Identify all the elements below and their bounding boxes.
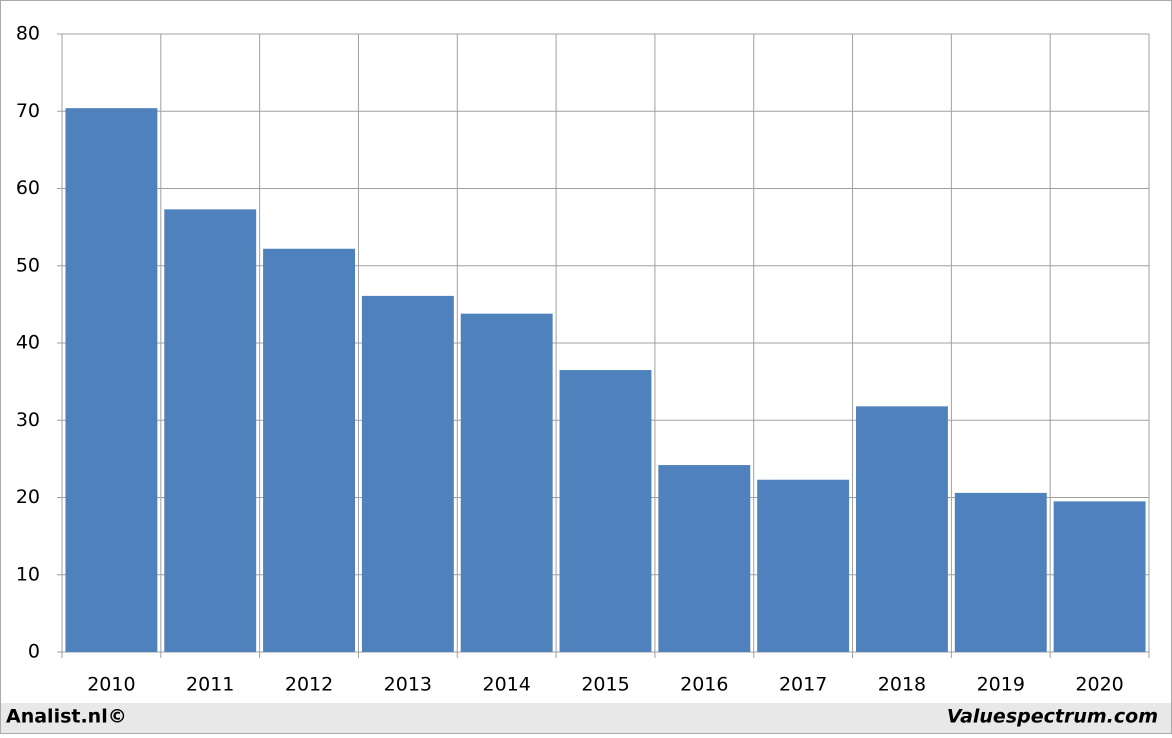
bar (1053, 501, 1146, 652)
x-tick-label: 2020 (1075, 674, 1123, 696)
x-tick-label: 2019 (977, 674, 1025, 696)
y-tick-label: 40 (16, 332, 40, 354)
footer-right: Valuespectrum.com (947, 706, 1158, 728)
y-tick-label: 60 (16, 177, 40, 199)
bar (361, 295, 454, 652)
bar (954, 492, 1047, 652)
x-tick-label: 2013 (384, 674, 432, 696)
bar (460, 313, 553, 652)
bar (757, 479, 850, 652)
y-tick-label: 30 (16, 409, 40, 431)
x-tick-label: 2011 (186, 674, 234, 696)
x-tick-label: 2018 (878, 674, 926, 696)
bar (263, 248, 355, 652)
footer-left: Analist.nl© (6, 706, 127, 728)
y-tick-label: 10 (16, 563, 40, 585)
footer-bar (1, 703, 1171, 733)
x-tick-label: 2015 (581, 674, 629, 696)
x-tick-label: 2012 (285, 674, 333, 696)
bar (658, 465, 751, 652)
y-tick-label: 0 (28, 641, 40, 663)
x-tick-label: 2017 (779, 674, 827, 696)
x-tick-label: 2016 (680, 674, 728, 696)
y-tick-label: 80 (16, 23, 40, 45)
bar (856, 406, 948, 652)
x-tick-label: 2014 (483, 674, 531, 696)
y-tick-label: 50 (16, 254, 40, 276)
x-tick-label: 2010 (87, 674, 135, 696)
bar (559, 370, 652, 652)
y-tick-label: 70 (16, 100, 40, 122)
y-tick-label: 20 (16, 486, 40, 508)
bar (164, 209, 257, 653)
bar (65, 108, 158, 652)
